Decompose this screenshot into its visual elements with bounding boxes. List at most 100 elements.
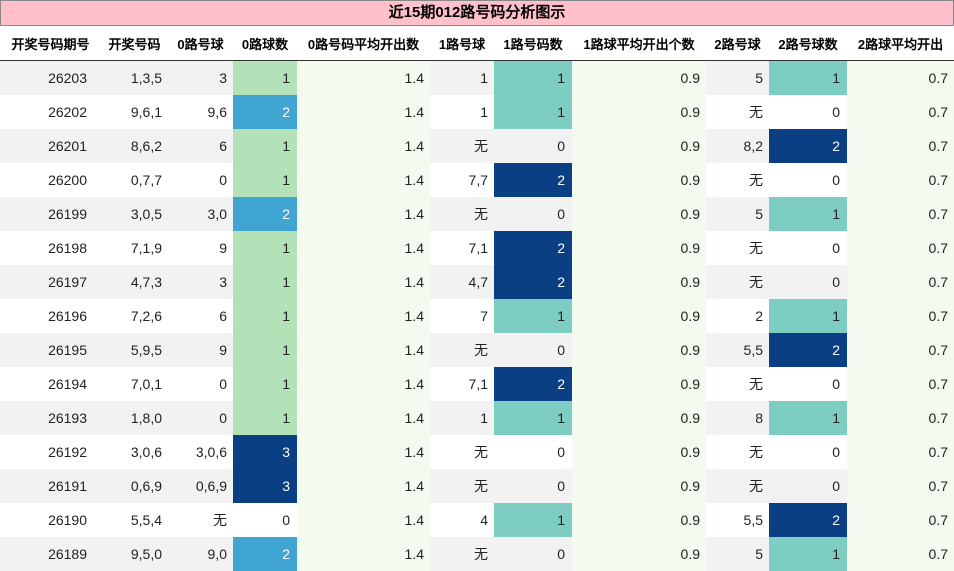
- route1-avg-cell: 0.9: [572, 163, 706, 197]
- col-header-numbers: 开奖号码: [101, 26, 168, 61]
- route0-balls-cell: 无: [168, 503, 233, 537]
- period-cell: 26200: [0, 163, 101, 197]
- col-header-route1-count: 1路号码数: [494, 26, 572, 61]
- route2-balls-cell: 无: [706, 231, 769, 265]
- route0-count-cell: 1: [233, 129, 297, 163]
- route1-count-cell: 2: [494, 231, 572, 265]
- numbers-cell: 7,1,9: [101, 231, 168, 265]
- route2-count-cell: 1: [769, 401, 847, 435]
- period-cell: 26199: [0, 197, 101, 231]
- period-cell: 26191: [0, 469, 101, 503]
- numbers-cell: 8,6,2: [101, 129, 168, 163]
- route2-avg-cell: 0.7: [847, 129, 954, 163]
- numbers-cell: 0,7,7: [101, 163, 168, 197]
- route1-count-cell: 1: [494, 401, 572, 435]
- route2-avg-cell: 0.7: [847, 469, 954, 503]
- col-header-route0-avg: 0路号码平均开出数: [297, 26, 430, 61]
- col-header-route0-count: 0路球数: [233, 26, 297, 61]
- route2-count-cell: 0: [769, 231, 847, 265]
- route0-avg-cell: 1.4: [297, 163, 430, 197]
- col-header-route2-balls: 2路号球: [706, 26, 769, 61]
- route1-count-cell: 1: [494, 95, 572, 129]
- route2-avg-cell: 0.7: [847, 299, 954, 333]
- route0-avg-cell: 1.4: [297, 129, 430, 163]
- route0-avg-cell: 1.4: [297, 367, 430, 401]
- route2-avg-cell: 0.7: [847, 435, 954, 469]
- numbers-cell: 9,6,1: [101, 95, 168, 129]
- route2-balls-cell: 5,5: [706, 333, 769, 367]
- numbers-cell: 3,0,5: [101, 197, 168, 231]
- route2-balls-cell: 2: [706, 299, 769, 333]
- route1-balls-cell: 7,1: [430, 231, 494, 265]
- route1-count-cell: 0: [494, 537, 572, 571]
- period-cell: 26198: [0, 231, 101, 265]
- route0-avg-cell: 1.4: [297, 299, 430, 333]
- route0-balls-cell: 3,0,6: [168, 435, 233, 469]
- route0-count-cell: 1: [233, 61, 297, 96]
- col-header-route1-avg: 1路球平均开出个数: [572, 26, 706, 61]
- col-header-route0-balls: 0路号球: [168, 26, 233, 61]
- numbers-cell: 7,0,1: [101, 367, 168, 401]
- route2-count-cell: 1: [769, 537, 847, 571]
- numbers-cell: 5,5,4: [101, 503, 168, 537]
- route2-count-cell: 2: [769, 503, 847, 537]
- route1-balls-cell: 1: [430, 95, 494, 129]
- route0-count-cell: 2: [233, 95, 297, 129]
- route1-avg-cell: 0.9: [572, 537, 706, 571]
- route2-avg-cell: 0.7: [847, 231, 954, 265]
- route0-balls-cell: 0: [168, 163, 233, 197]
- route0-avg-cell: 1.4: [297, 469, 430, 503]
- analysis-table: 开奖号码期号 开奖号码 0路号球 0路球数 0路号码平均开出数 1路号球 1路号…: [0, 26, 954, 571]
- period-cell: 26190: [0, 503, 101, 537]
- route1-balls-cell: 无: [430, 197, 494, 231]
- route0-avg-cell: 1.4: [297, 61, 430, 96]
- period-cell: 26192: [0, 435, 101, 469]
- route2-avg-cell: 0.7: [847, 537, 954, 571]
- route2-balls-cell: 无: [706, 163, 769, 197]
- route1-balls-cell: 7: [430, 299, 494, 333]
- route1-count-cell: 2: [494, 163, 572, 197]
- route0-balls-cell: 6: [168, 129, 233, 163]
- period-cell: 26195: [0, 333, 101, 367]
- route0-count-cell: 3: [233, 469, 297, 503]
- numbers-cell: 3,0,6: [101, 435, 168, 469]
- route2-avg-cell: 0.7: [847, 333, 954, 367]
- route1-balls-cell: 4,7: [430, 265, 494, 299]
- route1-balls-cell: 7,7: [430, 163, 494, 197]
- route1-avg-cell: 0.9: [572, 129, 706, 163]
- route2-avg-cell: 0.7: [847, 163, 954, 197]
- route1-avg-cell: 0.9: [572, 299, 706, 333]
- route1-balls-cell: 4: [430, 503, 494, 537]
- route1-count-cell: 2: [494, 265, 572, 299]
- route0-count-cell: 1: [233, 333, 297, 367]
- route1-balls-cell: 无: [430, 129, 494, 163]
- numbers-cell: 4,7,3: [101, 265, 168, 299]
- route1-count-cell: 2: [494, 367, 572, 401]
- numbers-cell: 0,6,9: [101, 469, 168, 503]
- route2-balls-cell: 无: [706, 265, 769, 299]
- route0-count-cell: 1: [233, 265, 297, 299]
- period-cell: 26194: [0, 367, 101, 401]
- route2-count-cell: 2: [769, 333, 847, 367]
- route1-count-cell: 0: [494, 333, 572, 367]
- route1-count-cell: 0: [494, 197, 572, 231]
- route0-avg-cell: 1.4: [297, 401, 430, 435]
- route2-count-cell: 0: [769, 163, 847, 197]
- period-cell: 26193: [0, 401, 101, 435]
- route2-count-cell: 1: [769, 61, 847, 96]
- route2-count-cell: 0: [769, 95, 847, 129]
- route1-avg-cell: 0.9: [572, 367, 706, 401]
- period-cell: 26202: [0, 95, 101, 129]
- route2-balls-cell: 5,5: [706, 503, 769, 537]
- col-header-route2-avg: 2路球平均开出: [847, 26, 954, 61]
- route1-balls-cell: 7,1: [430, 367, 494, 401]
- route1-avg-cell: 0.9: [572, 435, 706, 469]
- route1-avg-cell: 0.9: [572, 503, 706, 537]
